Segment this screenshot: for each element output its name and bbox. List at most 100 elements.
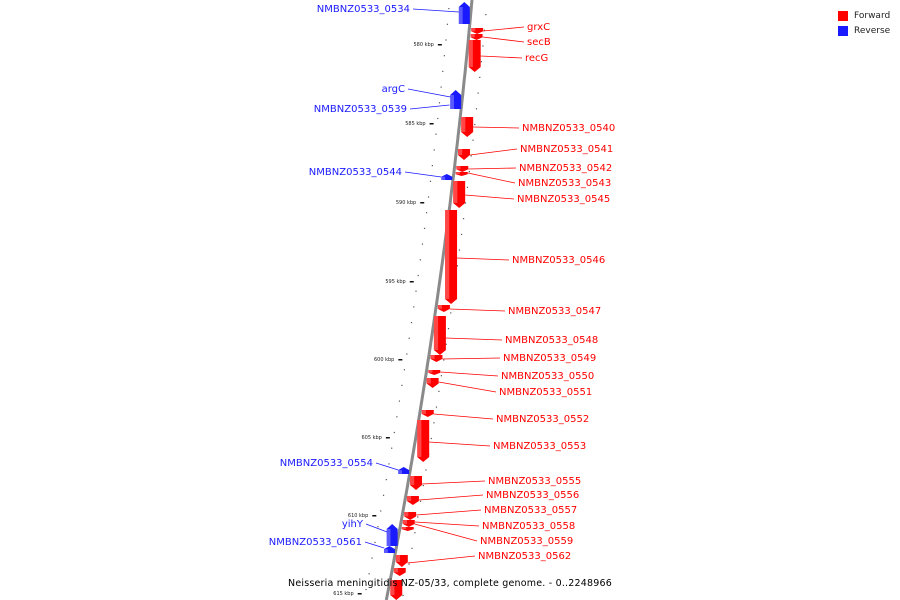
legend-forward-label: Forward <box>854 10 891 21</box>
forward-gene-label[interactable]: NMBNZ0533_0555 <box>421 476 581 487</box>
svg-text:NMBNZ0533_0553: NMBNZ0533_0553 <box>493 441 586 452</box>
reverse-gene-label[interactable]: NMBNZ0533_0534 <box>317 4 459 15</box>
forward-gene[interactable] <box>402 520 415 527</box>
tick-mark <box>398 359 403 361</box>
forward-gene[interactable] <box>470 34 483 40</box>
tick-label: 605 kbp <box>361 435 381 441</box>
reverse-gene[interactable] <box>398 467 410 474</box>
forward-gene[interactable] <box>426 378 439 388</box>
minor-tick-dot <box>440 86 442 88</box>
forward-gene-label[interactable]: NMBNZ0533_0547 <box>449 306 601 317</box>
forward-gene-label[interactable]: NMBNZ0533_0548 <box>445 335 599 346</box>
minor-tick-dot <box>446 23 449 25</box>
minor-tick-dot <box>433 149 435 151</box>
forward-gene[interactable] <box>417 420 430 462</box>
reverse-gene[interactable] <box>458 2 470 24</box>
forward-gene[interactable] <box>404 512 417 520</box>
forward-gene[interactable] <box>393 568 406 576</box>
forward-gene[interactable] <box>395 555 408 567</box>
svg-text:NMBNZ0533_0544: NMBNZ0533_0544 <box>309 167 402 178</box>
svg-text:argC: argC <box>382 84 405 95</box>
forward-gene[interactable] <box>390 580 403 600</box>
forward-gene-label[interactable]: NMBNZ0533_0549 <box>442 353 596 364</box>
tick-label: 600 kbp <box>374 357 394 363</box>
svg-text:NMBNZ0533_0555: NMBNZ0533_0555 <box>488 476 581 487</box>
forward-gene-label[interactable]: NMBNZ0533_0550 <box>440 371 594 382</box>
forward-gene[interactable] <box>433 316 446 355</box>
minor-tick-dot <box>408 337 410 339</box>
forward-gene[interactable] <box>471 28 484 34</box>
minor-tick-dot <box>368 573 370 575</box>
forward-gene[interactable] <box>468 40 481 72</box>
reverse-gene[interactable] <box>441 174 453 180</box>
forward-gene[interactable] <box>455 172 468 176</box>
svg-text:NMBNZ0533_0543: NMBNZ0533_0543 <box>518 178 611 189</box>
minor-tick-dot <box>483 29 486 31</box>
svg-text:NMBNZ0533_0547: NMBNZ0533_0547 <box>508 306 601 317</box>
forward-gene-label[interactable]: NMBNZ0533_0540 <box>473 123 615 134</box>
forward-gene[interactable] <box>428 370 441 375</box>
forward-gene-label[interactable]: secB <box>482 36 551 48</box>
reverse-gene-label[interactable]: yihY <box>342 519 388 533</box>
forward-gene[interactable] <box>430 355 443 362</box>
svg-text:NMBNZ0533_0546: NMBNZ0533_0546 <box>512 255 605 266</box>
reverse-gene[interactable] <box>386 524 398 546</box>
forward-gene[interactable] <box>457 149 470 160</box>
minor-tick-dot <box>396 416 398 418</box>
forward-gene-label[interactable]: recG <box>480 53 549 64</box>
reverse-gene-label[interactable]: NMBNZ0533_0561 <box>269 537 385 549</box>
forward-gene-label[interactable]: NMBNZ0533_0543 <box>467 172 611 189</box>
minor-tick-dot <box>448 8 450 10</box>
tick-label: 585 kbp <box>405 121 425 127</box>
minor-tick-dot <box>438 102 441 104</box>
forward-gene-label[interactable]: NMBNZ0533_0552 <box>433 413 590 425</box>
minor-tick-dot <box>447 328 450 330</box>
forward-gene-label[interactable]: grxC <box>483 22 550 33</box>
minor-tick-dot <box>435 133 437 135</box>
reverse-gene-label[interactable]: NMBNZ0533_0544 <box>309 167 442 178</box>
reverse-gene-label[interactable]: NMBNZ0533_0554 <box>280 458 399 471</box>
minor-tick-dot <box>480 61 482 63</box>
forward-gene[interactable] <box>437 305 450 312</box>
forward-gene-label[interactable]: NMBNZ0533_0558 <box>415 521 575 532</box>
forward-gene[interactable] <box>406 496 419 505</box>
minor-tick-dot <box>365 588 367 591</box>
reverse-gene-label[interactable]: argC <box>382 84 451 98</box>
forward-gene[interactable] <box>453 181 466 208</box>
forward-gene-label[interactable]: NMBNZ0533_0546 <box>456 255 605 266</box>
forward-gene[interactable] <box>456 166 469 172</box>
minor-tick-dot <box>445 343 447 345</box>
forward-gene-label[interactable]: NMBNZ0533_0541 <box>469 144 613 156</box>
minor-tick-dot <box>414 532 416 534</box>
svg-text:NMBNZ0533_0539: NMBNZ0533_0539 <box>314 104 407 115</box>
minor-tick-dot <box>388 463 390 465</box>
minor-tick-dot <box>423 227 426 229</box>
forward-gene-label[interactable]: NMBNZ0533_0557 <box>416 505 577 516</box>
reverse-gene-label[interactable]: NMBNZ0533_0539 <box>314 104 450 115</box>
legend-reverse-label: Reverse <box>854 25 891 36</box>
minor-tick-dot <box>456 265 458 267</box>
minor-tick-dot <box>408 563 410 565</box>
minor-tick-dot <box>475 108 478 110</box>
forward-gene-label[interactable]: NMBNZ0533_0545 <box>465 194 610 205</box>
forward-gene-label[interactable]: NMBNZ0533_0556 <box>418 490 579 501</box>
minor-tick-dot <box>421 243 424 245</box>
forward-gene[interactable] <box>410 476 423 490</box>
forward-gene[interactable] <box>421 410 434 417</box>
forward-gene-label[interactable]: NMBNZ0533_0562 <box>407 551 571 564</box>
tick-label: 590 kbp <box>396 200 416 206</box>
reverse-gene[interactable] <box>450 90 462 109</box>
forward-gene[interactable] <box>445 210 458 304</box>
forward-gene-label[interactable]: NMBNZ0533_0559 <box>414 523 574 547</box>
minor-tick-dot <box>377 526 379 528</box>
forward-gene[interactable] <box>401 527 414 531</box>
minor-tick-dot <box>485 14 487 16</box>
forward-gene-label[interactable]: NMBNZ0533_0551 <box>438 381 592 398</box>
forward-gene[interactable] <box>461 117 474 137</box>
forward-gene-label[interactable]: NMBNZ0533_0542 <box>468 163 612 174</box>
forward-gene-label[interactable]: NMBNZ0533_0553 <box>429 441 586 452</box>
minor-tick-dot <box>479 76 481 78</box>
reverse-gene[interactable] <box>383 546 395 553</box>
minor-tick-dot <box>398 400 401 402</box>
minor-tick-dot <box>427 196 430 198</box>
